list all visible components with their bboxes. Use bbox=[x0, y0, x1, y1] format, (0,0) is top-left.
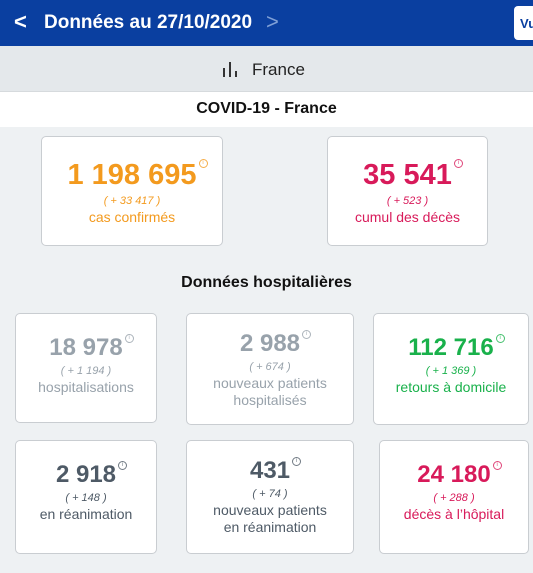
stat-value: 1 198 695 i bbox=[67, 159, 208, 192]
stat-label-line2: hospitalisés bbox=[233, 392, 307, 408]
info-icon[interactable]: i bbox=[198, 159, 208, 168]
vu-button[interactable]: Vu bbox=[514, 6, 533, 40]
stat-label-line1: nouveaux patients bbox=[213, 375, 327, 391]
covid-section-header: COVID-19 - France bbox=[0, 92, 533, 127]
info-icon[interactable]: i bbox=[118, 461, 128, 470]
stat-delta: ( + 33 417 ) bbox=[103, 195, 161, 207]
card-reanimation[interactable]: 2 918 i ( + 148 ) en réanimation bbox=[15, 440, 157, 554]
card-nouveaux-reanimation[interactable]: 431 i ( + 74 ) nouveaux patients en réani… bbox=[186, 440, 354, 554]
info-icon[interactable]: i bbox=[292, 457, 302, 466]
section-title-covid: COVID-19 - France bbox=[196, 100, 337, 117]
card-retours-domicile[interactable]: 112 716 i ( + 1 369 ) retours à domicile bbox=[373, 313, 529, 425]
info-icon[interactable]: i bbox=[124, 334, 134, 343]
page-title: Données au 27/10/2020 bbox=[44, 12, 253, 33]
stat-value: 18 978 i bbox=[49, 334, 134, 362]
stat-value: 2 988 i bbox=[240, 330, 312, 358]
stat-label: retours à domicile bbox=[395, 379, 507, 395]
stat-label: nouveaux patients en réanimation bbox=[187, 502, 353, 536]
stat-label: en réanimation bbox=[39, 506, 133, 522]
stat-label: nouveaux patients hospitalisés bbox=[187, 375, 353, 409]
stat-value: 35 541 i bbox=[363, 159, 463, 192]
info-icon[interactable]: i bbox=[302, 330, 312, 339]
top-bar: < Données au 27/10/2020 > Vu bbox=[0, 0, 533, 46]
region-selector[interactable]: France bbox=[0, 46, 533, 92]
stat-delta: ( + 148 ) bbox=[65, 492, 107, 504]
stat-label: décès à l’hôpital bbox=[403, 506, 505, 522]
stat-delta: ( + 288 ) bbox=[433, 492, 475, 504]
stat-delta: ( + 74 ) bbox=[252, 488, 288, 500]
stat-delta: ( + 1 369 ) bbox=[425, 365, 477, 377]
stat-value: 431 i bbox=[250, 457, 302, 485]
stat-label: cas confirmés bbox=[88, 209, 176, 225]
stat-value: 24 180 i bbox=[417, 461, 502, 489]
chevron-left-icon[interactable]: < bbox=[14, 9, 27, 34]
stat-label-line1: nouveaux patients bbox=[213, 502, 327, 518]
card-nouveaux-hospitalises[interactable]: 2 988 i ( + 674 ) nouveaux patients hospi… bbox=[186, 313, 354, 425]
chevron-right-icon[interactable]: > bbox=[266, 9, 279, 34]
card-cumul-deces[interactable]: 35 541 i ( + 523 ) cumul des décès bbox=[327, 136, 488, 246]
card-cas-confirmes[interactable]: 1 198 695 i ( + 33 417 ) cas confirmés bbox=[41, 136, 223, 246]
bar-chart-icon bbox=[222, 61, 238, 77]
stat-label: hospitalisations bbox=[38, 379, 134, 395]
info-icon[interactable]: i bbox=[495, 334, 505, 343]
stat-value: 112 716 i bbox=[408, 334, 505, 362]
section-title-hospital: Données hospitalières bbox=[181, 274, 352, 291]
info-icon[interactable]: i bbox=[453, 159, 463, 168]
stat-delta: ( + 523 ) bbox=[386, 195, 429, 207]
stat-label-line2: en réanimation bbox=[223, 519, 317, 535]
stat-value: 2 918 i bbox=[56, 461, 128, 489]
info-icon[interactable]: i bbox=[492, 461, 502, 470]
card-hospitalisations[interactable]: 18 978 i ( + 1 194 ) hospitalisations bbox=[15, 313, 157, 423]
card-deces-hopital[interactable]: 24 180 i ( + 288 ) décès à l’hôpital bbox=[379, 440, 529, 554]
stat-delta: ( + 674 ) bbox=[249, 361, 291, 373]
stat-delta: ( + 1 194 ) bbox=[60, 365, 112, 377]
region-label: France bbox=[252, 60, 305, 79]
stat-label: cumul des décès bbox=[354, 209, 461, 225]
